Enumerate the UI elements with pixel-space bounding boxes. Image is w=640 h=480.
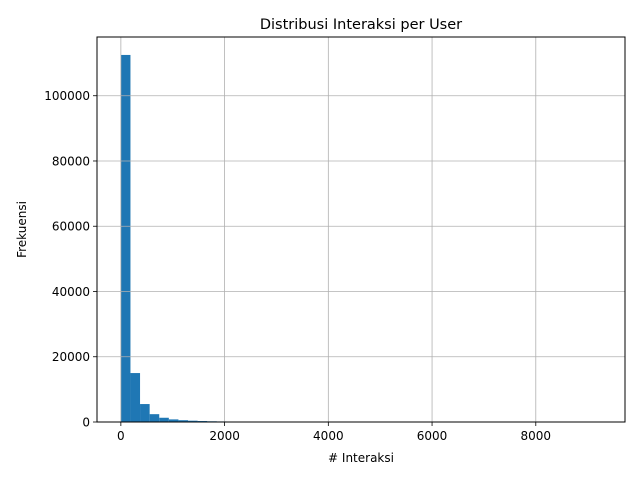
histogram-bar [140,404,150,422]
y-tick-label: 80000 [52,154,90,168]
histogram-bar [130,373,141,422]
y-axis-label: Frekuensi [15,201,29,258]
histogram-bar [120,54,131,422]
x-axis-label: # Interaksi [328,451,394,465]
y-tick-label: 0 [82,416,90,430]
x-tick-label: 4000 [313,429,344,443]
histogram-bar [168,419,179,422]
y-tick-label: 60000 [52,220,90,234]
plot-frame [96,36,626,423]
x-tick-label: 8000 [521,429,552,443]
x-tick-label: 6000 [417,429,448,443]
x-tick-label: 0 [117,429,125,443]
histogram-bar [188,420,198,422]
y-tick-label: 40000 [52,285,90,299]
histogram-bar [149,414,160,422]
x-tick-label: 2000 [209,429,240,443]
axis-ticks: 0 2000 4000 6000 800002000040000600008000010… [44,89,551,443]
histogram-bar [178,420,189,422]
histogram-bar [159,417,169,422]
histogram-bars [120,54,237,422]
chart-title: Distribusi Interaksi per User [260,17,462,33]
grid-lines [97,37,625,423]
y-tick-label: 20000 [52,350,90,364]
y-tick-label: 100000 [44,89,90,103]
